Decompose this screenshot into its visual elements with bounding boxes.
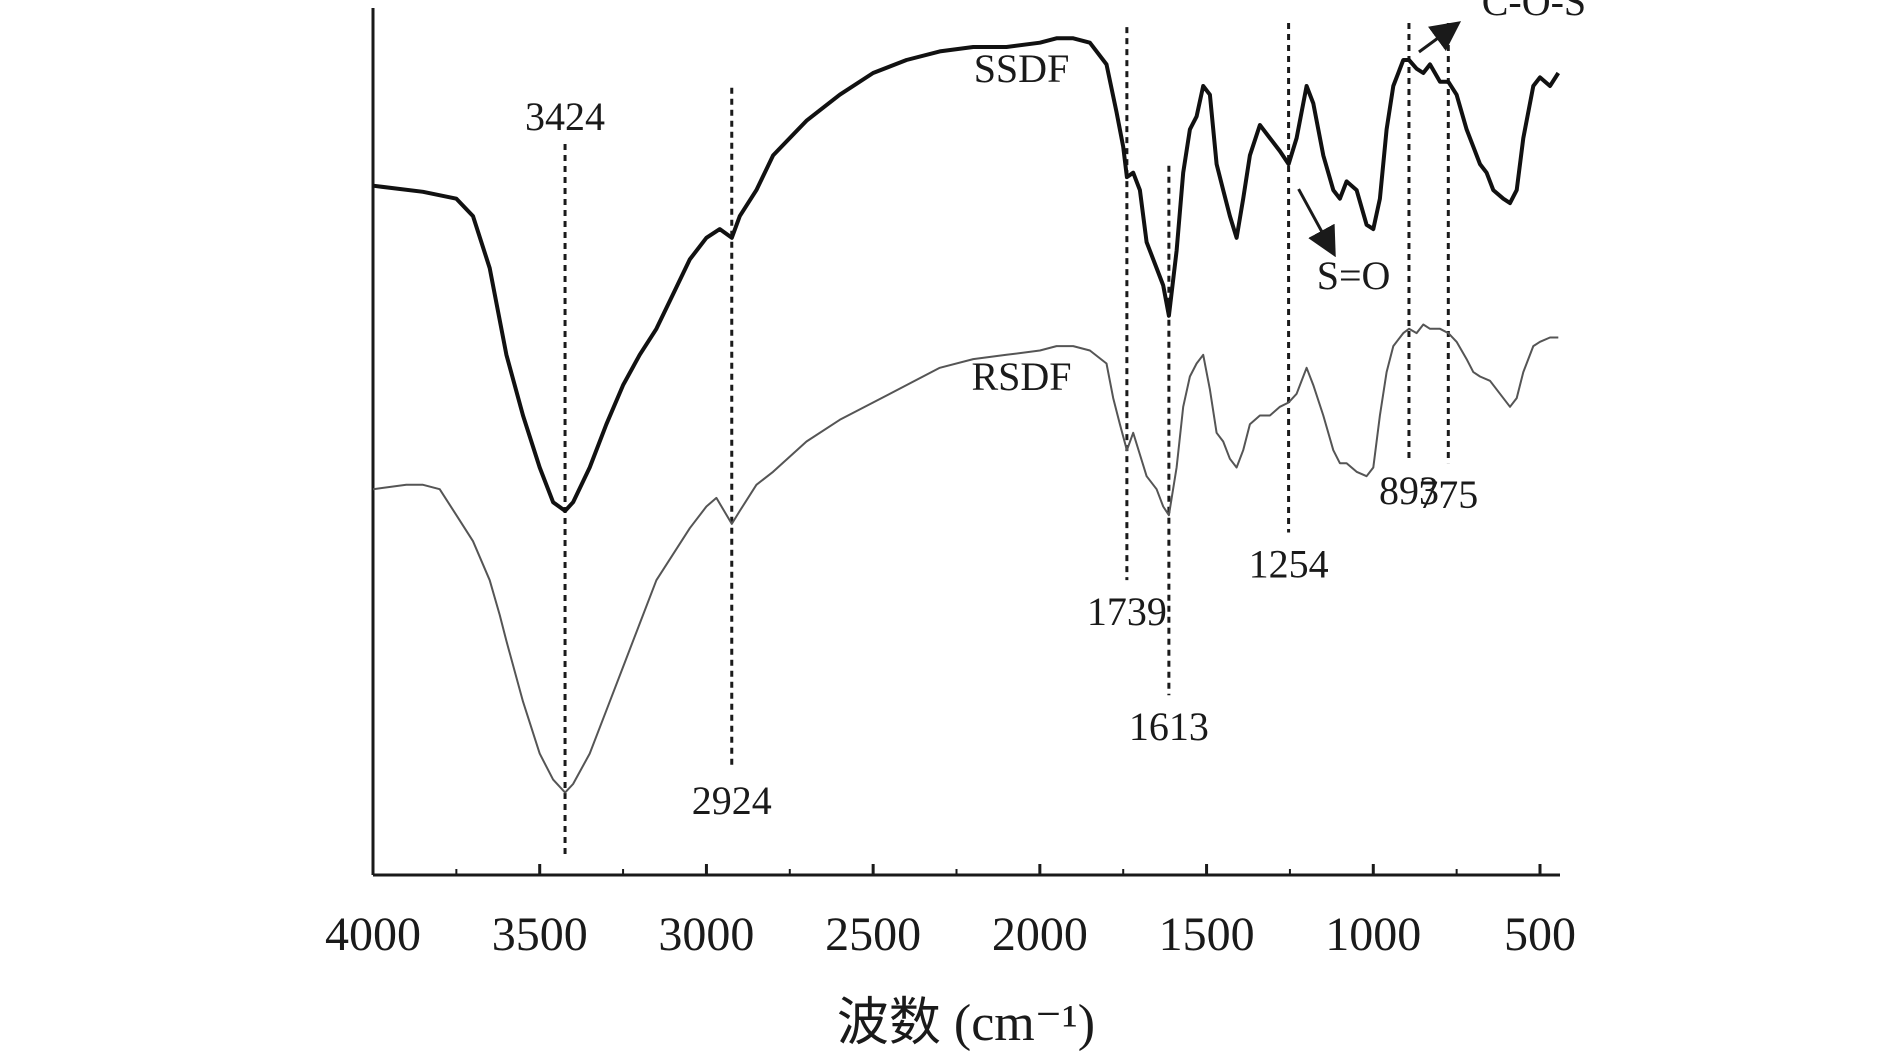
annotation-arrow bbox=[1297, 188, 1336, 258]
annotation-label: C-O-S bbox=[1482, 0, 1586, 24]
annotation-label: S=O bbox=[1317, 253, 1391, 298]
x-tick-label: 2500 bbox=[825, 908, 921, 961]
x-ticks bbox=[371, 864, 1542, 875]
peak-label-3424: 3424 bbox=[525, 94, 605, 139]
x-tick-label: 4000 bbox=[325, 908, 421, 961]
x-tick-label: 1500 bbox=[1159, 908, 1255, 961]
peak-label-2924: 2924 bbox=[692, 778, 772, 823]
x-tick-label: 1000 bbox=[1325, 908, 1421, 961]
peak-label-1613: 1613 bbox=[1129, 704, 1209, 749]
series-label-ssdf: SSDF bbox=[974, 46, 1070, 91]
x-tick-label: 2000 bbox=[992, 908, 1088, 961]
x-tick-label: 3500 bbox=[492, 908, 588, 961]
series-lines: SSDF RSDF bbox=[372, 36, 1560, 794]
annotations: S=O C-O-S bbox=[1297, 0, 1586, 298]
x-axis-title: 波数 (cm⁻¹) bbox=[837, 995, 1095, 1052]
x-tick-label: 500 bbox=[1504, 908, 1576, 961]
x-tick-labels: 4000 3500 3000 2500 2000 1500 1000 500 bbox=[325, 908, 1576, 961]
annotation-arrow bbox=[1418, 21, 1462, 54]
peak-label-893: 893 bbox=[1379, 468, 1439, 513]
peak-label-1739: 1739 bbox=[1087, 589, 1167, 634]
series-label-rsdf: RSDF bbox=[971, 354, 1071, 399]
plot-area: 4000 3500 3000 2500 2000 1500 1000 500 3424 2924… bbox=[325, 0, 1586, 1052]
peak-label-775: 775 bbox=[1418, 472, 1478, 517]
peak-label-1254: 1254 bbox=[1249, 541, 1329, 586]
series-line-rsdf bbox=[372, 323, 1559, 794]
x-tick-label: 3000 bbox=[658, 908, 754, 961]
